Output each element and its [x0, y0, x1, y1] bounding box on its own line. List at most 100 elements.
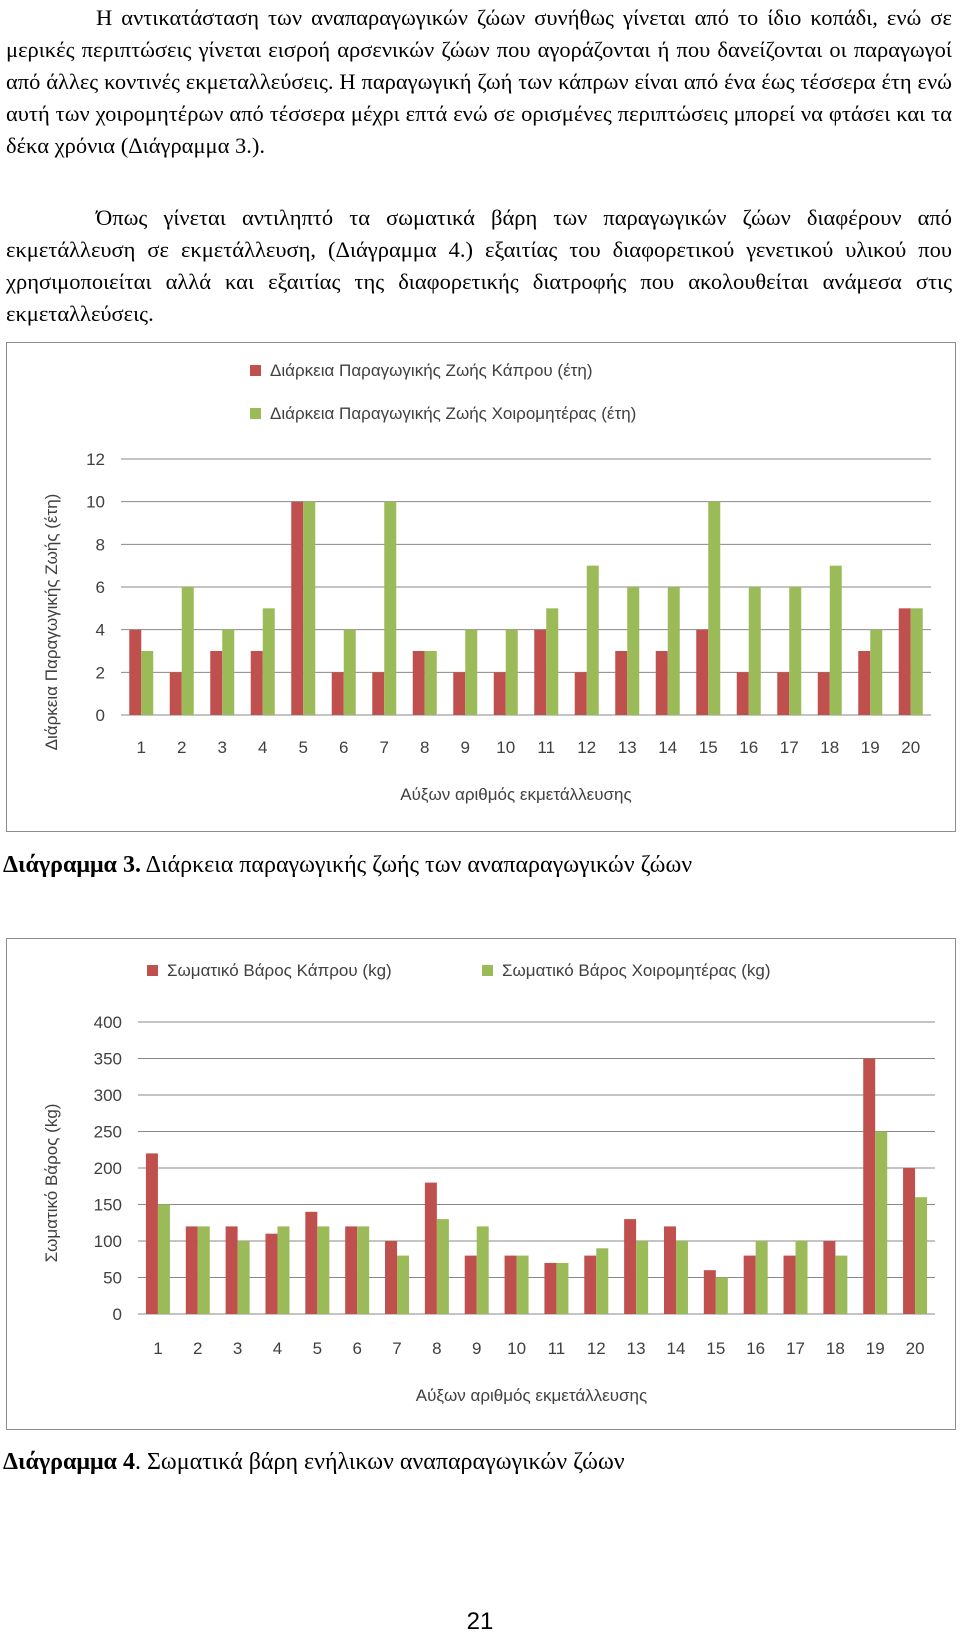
chart1-legend-label-1: Διάρκεια Παραγωγικής Ζωής Κάπρου (έτη) — [270, 361, 593, 380]
chart2-xtick-label: 19 — [866, 1339, 885, 1358]
chart2-bar-series2 — [397, 1255, 410, 1314]
chart2-ytick-label: 200 — [94, 1159, 122, 1178]
chart1-bar-series2 — [384, 501, 397, 715]
chart2-xtick-label: 11 — [548, 1339, 566, 1358]
chart1-bar-series2 — [546, 608, 559, 715]
chart2-xtick-label: 9 — [472, 1339, 481, 1358]
chart1-bar-series2 — [343, 629, 356, 715]
caption-diagram-4: Διάγραμμα 4. Σωματικά βάρη ενήλικων αναπ… — [3, 1447, 625, 1477]
chart1-xtick-label: 4 — [258, 738, 267, 757]
chart1-bar-series1 — [736, 672, 749, 715]
chart1-bar-series2 — [748, 587, 761, 715]
chart2-bar-series1 — [863, 1058, 876, 1314]
chart2-ytick-label: 50 — [103, 1269, 122, 1288]
chart2-ytick-label: 150 — [94, 1196, 122, 1215]
chart1-bar-series2 — [222, 629, 235, 715]
chart2-ytick-label: 300 — [94, 1086, 122, 1105]
chart1-bar-series2 — [829, 565, 842, 715]
chart2-bar-series2 — [755, 1241, 768, 1314]
chart1-bar-series1 — [331, 672, 344, 715]
chart2-legend-swatch-1 — [147, 965, 158, 976]
chart1-ytick-label: 0 — [96, 706, 105, 725]
chart1-bar-series2 — [262, 608, 275, 715]
chart2-bar-series2 — [317, 1226, 330, 1314]
chart2-bar-series2 — [596, 1248, 609, 1314]
chart1-xtick-label: 9 — [461, 738, 470, 757]
chart1-xtick-label: 19 — [861, 738, 880, 757]
caption-diagram-3-text: Διάρκεια παραγωγικής ζωής των αναπαραγωγ… — [140, 852, 693, 878]
chart2-bar-series1 — [185, 1226, 198, 1314]
chart1-legend-swatch-1 — [250, 365, 261, 376]
chart1-y-axis-title: Διάρκεια Παραγωγικής Ζωής (έτη) — [42, 494, 61, 751]
chart1-bar-series2 — [708, 501, 721, 715]
chart1-xtick-label: 8 — [420, 738, 429, 757]
chart1-bar-series2 — [910, 608, 923, 715]
chart1-bar-series2 — [586, 565, 599, 715]
chart2-bar-series2 — [357, 1226, 370, 1314]
chart1-xtick-label: 10 — [496, 738, 515, 757]
chart2-xtick-label: 13 — [627, 1339, 646, 1358]
paragraph-body-weights: Όπως γίνεται αντιληπτό τα σωματικά βάρη … — [6, 205, 952, 326]
chart2-bar-series2 — [157, 1204, 170, 1314]
chart2-bar-series2 — [835, 1255, 848, 1314]
chart1-bar-series2 — [789, 587, 802, 715]
page-number: 21 — [466, 1608, 494, 1635]
chart2-bar-series2 — [277, 1226, 290, 1314]
chart1-bar-series1 — [169, 672, 182, 715]
chart2-legend-label-2: Σωματικό Βάρος Χοιρομητέρας (kg) — [502, 961, 771, 980]
chart2-ytick-label: 0 — [113, 1305, 122, 1324]
chart2-bar-series1 — [743, 1255, 756, 1314]
chart1-x-axis-title: Αύξων αριθμός εκμετάλλευσης — [400, 785, 631, 804]
chart2-bar-series2 — [237, 1241, 250, 1314]
chart2-xtick-label: 16 — [746, 1339, 765, 1358]
chart-body-weight: 0 50 100 150 200 250 300 350 400 1 2 3 4 5 6 7 8 9 10 11 12 1… — [6, 938, 956, 1430]
chart1-bar-series2 — [424, 651, 437, 715]
caption-diagram-3-label: Διάγραμμα 3. — [3, 852, 141, 878]
chart1-bar-series2 — [303, 501, 316, 715]
chart1-ytick-label: 6 — [96, 578, 105, 597]
chart2-legend-swatch-2 — [482, 965, 493, 976]
chart2-bar-series2 — [675, 1241, 688, 1314]
chart1-xtick-label: 16 — [739, 738, 758, 757]
chart2-bar-series2 — [197, 1226, 210, 1314]
chart2-bar-series1 — [265, 1233, 278, 1314]
chart2-xtick-label: 10 — [507, 1339, 526, 1358]
chart2-bar-series2 — [556, 1262, 569, 1314]
chart2-xtick-label: 15 — [706, 1339, 725, 1358]
chart1-xtick-label: 15 — [699, 738, 718, 757]
chart1-bar-series1 — [372, 672, 385, 715]
chart2-bar-series1 — [663, 1226, 676, 1314]
chart1-bar-series2 — [627, 587, 640, 715]
chart2-bar-series1 — [823, 1241, 836, 1314]
chart2-bar-series2 — [436, 1219, 449, 1314]
chart1-xtick-label: 6 — [339, 738, 348, 757]
chart1-bar-series1 — [250, 651, 263, 715]
chart2-bar-series2 — [516, 1255, 529, 1314]
chart2-bar-series2 — [476, 1226, 489, 1314]
chart1-bar-series2 — [870, 629, 883, 715]
chart2-xtick-label: 20 — [906, 1339, 925, 1358]
caption-diagram-3: Διάγραμμα 3. Διάρκεια παραγωγικής ζωής τ… — [3, 850, 692, 880]
chart2-ytick-label: 250 — [94, 1123, 122, 1142]
chart1-xtick-label: 7 — [380, 738, 389, 757]
chart1-bar-series1 — [898, 608, 911, 715]
chart1-bar-series1 — [615, 651, 628, 715]
chart1-bar-series1 — [534, 629, 547, 715]
chart2-xtick-label: 2 — [193, 1339, 202, 1358]
chart1-bar-series1 — [574, 672, 587, 715]
chart2-xtick-label: 8 — [432, 1339, 441, 1358]
chart1-xtick-label: 20 — [901, 738, 920, 757]
chart1-bar-series1 — [210, 651, 223, 715]
chart2-x-axis-title: Αύξων αριθμός εκμετάλλευσης — [416, 1386, 647, 1405]
chart1-xtick-label: 13 — [618, 738, 637, 757]
chart2-bar-series2 — [795, 1241, 808, 1314]
chart1-xtick-label: 14 — [658, 738, 677, 757]
chart2-bar-series1 — [703, 1270, 716, 1314]
chart2-bar-series1 — [464, 1255, 477, 1314]
chart2-xtick-label: 7 — [392, 1339, 401, 1358]
chart2-y-axis-title: Σωματικό Βάρος (kg) — [42, 1104, 61, 1263]
chart-productive-life: 0 2 4 6 8 10 12 1 2 3 4 5 6 7 8 9 10 11 12 13 14 15 16 17 18 19 20… — [6, 342, 956, 832]
chart2-bar-series2 — [915, 1197, 928, 1314]
chart2-bar-series1 — [145, 1153, 158, 1314]
